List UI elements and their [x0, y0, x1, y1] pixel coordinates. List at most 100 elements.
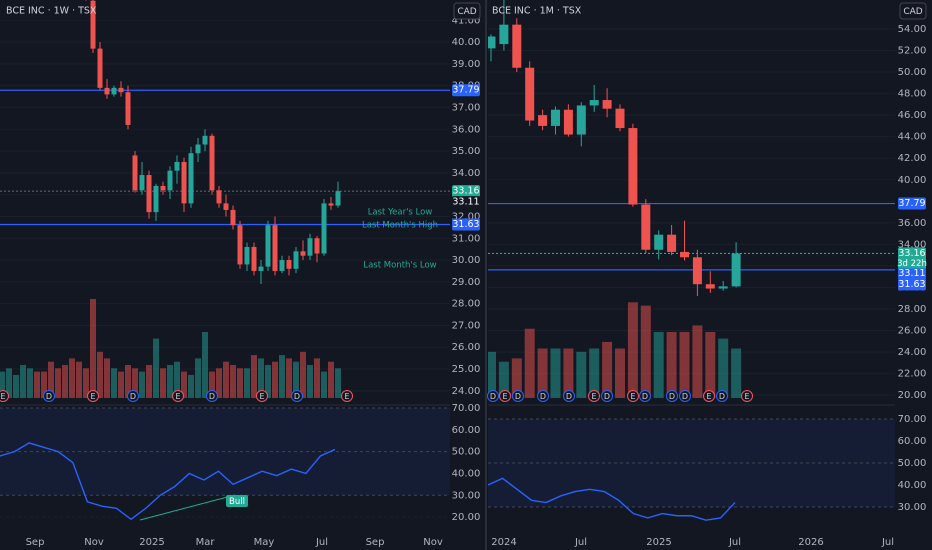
- event-marker[interactable]: [206, 390, 218, 402]
- price-tick-label: 22.00: [898, 369, 927, 380]
- price-tick-label: 41.00: [452, 15, 481, 26]
- candle-body: [576, 105, 586, 135]
- currency-box[interactable]: [453, 2, 481, 20]
- volume-bar: [195, 358, 201, 398]
- volume-bar: [705, 332, 716, 398]
- candle-body: [525, 67, 535, 121]
- candle-body: [209, 135, 215, 191]
- rsi-tick-label: 50.00: [452, 447, 481, 458]
- volume-bar: [209, 371, 215, 398]
- volume-bar: [230, 365, 236, 398]
- time-label: Sep: [26, 537, 45, 548]
- candle-body: [272, 225, 278, 271]
- event-marker[interactable]: [741, 390, 753, 402]
- price-tick-label: 35.00: [452, 146, 481, 157]
- candle-body: [615, 108, 625, 129]
- event-marker[interactable]: [703, 390, 715, 402]
- candle-body: [551, 109, 560, 126]
- event-marker[interactable]: [563, 390, 575, 402]
- candle-body: [300, 251, 306, 256]
- time-label: 2026: [798, 537, 823, 548]
- candle-body: [705, 284, 715, 289]
- event-label: D: [719, 392, 725, 401]
- price-tick-label: 28.00: [452, 299, 481, 310]
- price-tick-label: 40.00: [452, 37, 481, 48]
- candle-body: [718, 286, 728, 289]
- time-label: Jul: [728, 537, 741, 548]
- volume-bar: [48, 361, 54, 398]
- event-marker[interactable]: [627, 390, 639, 402]
- event-marker[interactable]: [291, 390, 303, 402]
- event-label: D: [294, 392, 300, 401]
- volume-bar: [69, 358, 75, 398]
- event-label: E: [591, 392, 596, 401]
- volume-bar: [167, 365, 173, 398]
- volume-bar: [286, 358, 292, 398]
- volume-bar: [188, 374, 194, 398]
- volume-bar: [679, 332, 690, 398]
- event-marker[interactable]: [679, 390, 691, 402]
- currency-box[interactable]: [899, 2, 927, 20]
- volume-bar: [488, 351, 496, 398]
- volume-bar: [13, 374, 19, 398]
- event-marker[interactable]: [341, 390, 353, 402]
- time-label: May: [254, 537, 275, 548]
- volume-bar: [216, 368, 222, 398]
- candle-body: [314, 238, 320, 254]
- right-price-pane: [488, 0, 895, 398]
- price-tick-label: 54.00: [898, 24, 927, 35]
- candle-body: [654, 234, 664, 250]
- price-tick-label: 26.00: [898, 326, 927, 337]
- candle-body: [628, 128, 638, 205]
- volume-bar: [27, 368, 33, 398]
- volume-bar: [640, 305, 651, 398]
- candle-body: [258, 266, 264, 271]
- volume-bar: [251, 355, 257, 398]
- event-marker[interactable]: [716, 390, 728, 402]
- event-label: E: [259, 392, 264, 401]
- event-marker[interactable]: [87, 390, 99, 402]
- candle-body: [111, 87, 117, 95]
- price-tick-label: 20.00: [898, 390, 927, 401]
- price-tick-label: 42.00: [898, 153, 927, 164]
- price-tag: [898, 197, 926, 210]
- volume-bar: [498, 361, 509, 398]
- candle-body: [667, 234, 677, 252]
- event-label: D: [540, 392, 546, 401]
- candle-body: [321, 203, 327, 254]
- event-marker[interactable]: [172, 390, 184, 402]
- volume-bar: [265, 365, 271, 398]
- price-tag-label: 31.63: [452, 219, 479, 230]
- rsi-line: [0, 442, 336, 521]
- event-marker[interactable]: [256, 390, 268, 402]
- volume-bar: [550, 348, 561, 398]
- volume-bar: [153, 338, 159, 398]
- volume-bar: [524, 328, 535, 398]
- event-label: E: [502, 392, 507, 401]
- candle-body: [512, 24, 522, 68]
- event-marker[interactable]: [499, 390, 511, 402]
- line-annotation: Last Month's Low: [363, 261, 436, 271]
- price-tag-label: 33.16: [898, 248, 925, 259]
- event-marker[interactable]: [537, 390, 549, 402]
- volume-bar: [576, 351, 587, 398]
- event-marker[interactable]: [487, 390, 499, 402]
- price-tag: [898, 278, 926, 291]
- candle-body: [202, 135, 208, 145]
- event-marker[interactable]: [639, 390, 651, 402]
- candle-body: [118, 87, 124, 93]
- candle-body: [146, 175, 152, 213]
- volume-bar: [537, 348, 548, 398]
- event-marker[interactable]: [512, 390, 524, 402]
- candle-body: [279, 260, 285, 271]
- event-marker[interactable]: [0, 390, 9, 402]
- event-marker[interactable]: [666, 390, 678, 402]
- event-marker[interactable]: [588, 390, 600, 402]
- candle-body: [216, 190, 222, 204]
- price-tick-label: 50.00: [898, 67, 927, 78]
- event-marker[interactable]: [43, 390, 55, 402]
- line-annotation: Last Month's High: [362, 221, 438, 231]
- event-marker[interactable]: [601, 390, 613, 402]
- event-marker[interactable]: [127, 390, 139, 402]
